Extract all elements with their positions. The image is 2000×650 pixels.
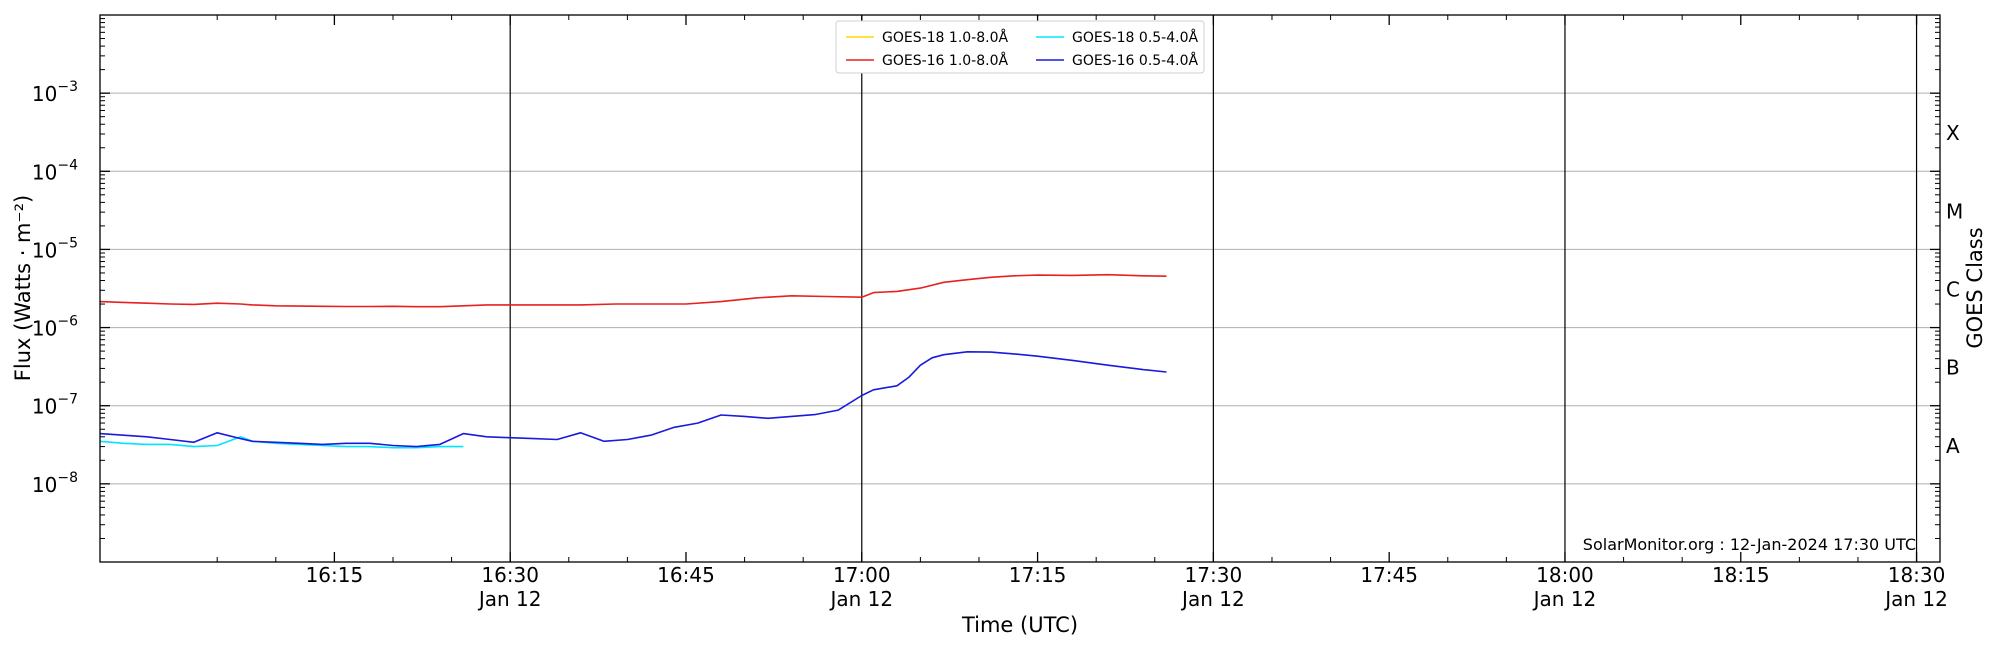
- x-tick-date-label: Jan 12: [477, 587, 542, 611]
- legend-label: GOES-18 0.5-4.0Å: [1072, 29, 1198, 46]
- x-tick-label: 17:45: [1360, 563, 1418, 587]
- legend-box: [835, 20, 1205, 74]
- legend-label: GOES-16 1.0-8.0Å: [882, 52, 1008, 69]
- plot-frame: [99, 14, 1941, 563]
- grid-layer: [100, 92, 1940, 485]
- y-tick-label: 10−7: [32, 392, 78, 419]
- y-tick-label: 10−4: [32, 157, 78, 184]
- y-tick-label: 10−5: [32, 235, 78, 262]
- goes-class-label: X: [1946, 121, 1960, 145]
- legend-label: GOES-18 1.0-8.0Å: [882, 29, 1008, 46]
- goes-class-label: B: [1946, 356, 1960, 380]
- x-tick-label: 18:00: [1536, 563, 1594, 587]
- x-tick-label: 17:00: [833, 563, 891, 587]
- x-tick-label: 16:15: [306, 563, 364, 587]
- goes-class-label: A: [1946, 434, 1960, 458]
- x-tick-label: 16:45: [657, 563, 715, 587]
- x-tick-label: 17:15: [1009, 563, 1067, 587]
- goes-class-label: M: [1946, 199, 1963, 223]
- x-tick-date-label: Jan 12: [1532, 587, 1597, 611]
- series-layer: [99, 273, 1167, 449]
- y-axis-title: Flux (Watts · m⁻²): [11, 195, 35, 381]
- series-line-goes-16-1-0-8-0: [99, 273, 1167, 308]
- x-tick-date-label: Jan 12: [1883, 587, 1948, 611]
- legend: GOES-18 1.0-8.0Å GOES-18 0.5-4.0Å GOES-16 …: [835, 20, 1205, 74]
- x-tick-date-label: Jan 12: [1180, 587, 1245, 611]
- x-axis-title: Time (UTC): [961, 613, 1078, 637]
- x-tick-label: 18:15: [1712, 563, 1770, 587]
- x-tick-label: 18:30: [1888, 563, 1946, 587]
- right-axis-title: GOES Class: [1963, 227, 1987, 348]
- x-tick-date-label: Jan 12: [828, 587, 893, 611]
- x-tick-label: 17:30: [1185, 563, 1243, 587]
- series-line-goes-18-0-5-4-0: [99, 435, 464, 449]
- goes-class-label: C: [1946, 278, 1960, 302]
- y-tick-label: 10−3: [32, 79, 78, 106]
- vertical-lines-layer: [509, 15, 1918, 562]
- credit-text: SolarMonitor.org : 12-Jan-2024 17:30 UTC: [1583, 535, 1916, 554]
- series-line-goes-16-0-5-4-0: [99, 350, 1167, 448]
- x-tick-label: 16:30: [481, 563, 539, 587]
- legend-label: GOES-16 0.5-4.0Å: [1072, 52, 1198, 69]
- y-tick-label: 10−6: [32, 314, 78, 341]
- y-tick-label: 10−8: [32, 470, 78, 497]
